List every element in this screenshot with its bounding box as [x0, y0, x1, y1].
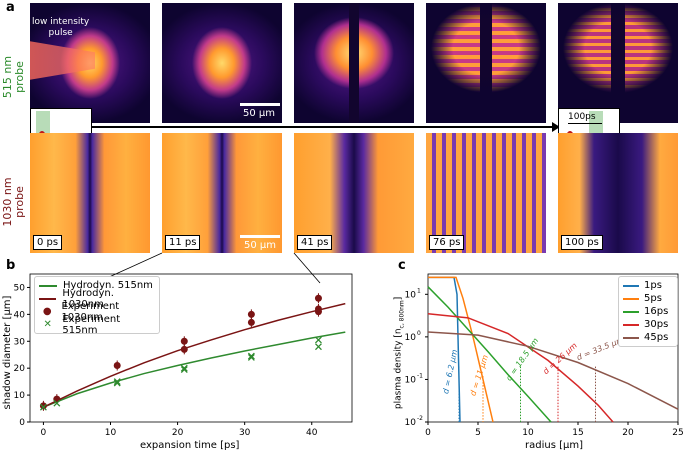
- diameter-annotation: d = 6.2 µm: [441, 349, 459, 395]
- frame-time-1: 11 ps: [165, 235, 201, 250]
- y-tick-exponent: 1: [417, 287, 421, 294]
- panel-b-xlabel: expansion time [ps]: [140, 440, 240, 451]
- timing-arrow-head: [552, 122, 560, 132]
- panel-b-legend: Hydrodyn. 515nm Hydrodyn. 1030nm ● Experi…: [34, 276, 160, 336]
- y-tick-label: 30: [14, 337, 26, 347]
- series-line: [43, 302, 346, 408]
- shadow-diameter-chart: 0 10 20 30 40 0 10 20 30 40 50: [14, 273, 353, 438]
- scale-bar-bottom-bar: [240, 235, 280, 238]
- timing-delay-label: 100ps: [568, 112, 596, 122]
- legend-30ps: 30ps: [619, 318, 677, 331]
- data-point-1030: [247, 310, 255, 318]
- data-point-1030: [180, 337, 188, 345]
- legend-1ps: 1ps: [619, 279, 677, 292]
- plot-frame: [427, 273, 679, 423]
- pulse-label-line2: pulse: [48, 28, 73, 38]
- data-point-515: [314, 343, 322, 351]
- series-line: [43, 331, 346, 408]
- frame-1030-11ps: 11 ps: [162, 133, 282, 253]
- diameter-annotation: d = 11 µm: [468, 354, 490, 397]
- pulse-label-line1: low intensity: [32, 17, 90, 27]
- panel-c-ylabel: plasma density [nc, 800nm]: [393, 296, 406, 410]
- legend-45ps: 45ps: [619, 331, 677, 344]
- y-tick-label: 50: [14, 283, 26, 293]
- series-line-16ps: [427, 286, 552, 423]
- legend-16ps: 16ps: [619, 305, 677, 318]
- panel-c-xlabel: radius [µm]: [525, 440, 583, 451]
- y-tick-label: 10: [14, 391, 26, 401]
- data-point-1030: [247, 318, 255, 326]
- x-tick-label: 15: [572, 428, 583, 438]
- x-tick-label: 0: [41, 428, 47, 438]
- frame-515-0ps: low intensity pulse: [30, 3, 150, 123]
- legend-hydro-1030: Hydrodyn. 1030nm: [35, 288, 159, 310]
- y-tick-label: 0: [19, 418, 25, 428]
- panel-b-ylabel: shadow diameter [µm]: [2, 295, 13, 410]
- scale-bar-bottom-label: 50 µm: [244, 240, 277, 251]
- x-tick-label: 30: [239, 428, 251, 438]
- y-tick-exponent: -1: [417, 372, 423, 379]
- frame-time-0: 0 ps: [33, 235, 63, 250]
- data-point-515: [180, 364, 188, 372]
- series-line-30ps: [427, 312, 614, 423]
- panel-a-letter: a: [6, 0, 15, 15]
- scale-bar-top-label: 50 µm: [243, 108, 276, 119]
- panel-c-legend: 1ps 5ps 16ps 30ps 45ps: [618, 276, 678, 347]
- y-tick-label: 20: [14, 364, 26, 374]
- x-tick-label: 10: [105, 428, 117, 438]
- y-tick-exponent: -2: [417, 415, 423, 422]
- data-point-1030: [39, 402, 47, 410]
- x-tick-label: 25: [672, 428, 683, 438]
- frame-time-4: 100 ps: [561, 235, 603, 250]
- x-tick-label: 0: [425, 428, 431, 438]
- legend-hydro-515: Hydrodyn. 515nm: [35, 279, 159, 292]
- data-point-1030: [314, 294, 322, 302]
- frame-515-41ps: [294, 3, 414, 123]
- frame-1030-0ps: 0 ps: [30, 133, 150, 253]
- y-tick-label: 10: [405, 333, 417, 343]
- legend-exp-515: ✕ Experiment 515nm: [43, 313, 121, 336]
- x-tick-label: 10: [522, 428, 534, 438]
- data-point-515: [113, 378, 121, 386]
- data-point-515: [247, 352, 255, 360]
- data-point-1030: [314, 308, 322, 316]
- data-point-515: [314, 336, 322, 344]
- scale-bar-top-bar: [240, 103, 280, 106]
- data-point-515: [113, 379, 121, 387]
- frame-time-2: 41 ps: [297, 235, 333, 250]
- frame-1030-76ps: 76 ps: [426, 133, 546, 253]
- data-point-1030: [180, 345, 188, 353]
- x-tick-label: 20: [622, 428, 634, 438]
- data-point-515: [53, 399, 61, 407]
- frame-515-76ps: [426, 3, 546, 123]
- x-tick-label: 40: [306, 428, 318, 438]
- y-tick-label: 10: [405, 290, 417, 300]
- legend-exp-1030: ● Experiment 1030nm: [42, 300, 120, 323]
- panel-c-letter: c: [398, 258, 406, 273]
- frame-time-3: 76 ps: [429, 235, 465, 250]
- frame-1030-100ps: 100 ps: [558, 133, 678, 253]
- x-tick-label: 5: [475, 428, 481, 438]
- series-line-45ps: [427, 331, 679, 410]
- plot-frame: [29, 273, 353, 423]
- data-point-1030: [113, 361, 121, 369]
- legend-5ps: 5ps: [619, 292, 677, 305]
- y-tick-exponent: 0: [417, 330, 421, 337]
- data-point-515: [247, 353, 255, 361]
- frame-515-100ps: [558, 3, 678, 123]
- y-tick-label: 10: [405, 418, 417, 428]
- frame-1030-41ps: 41 ps: [294, 133, 414, 253]
- data-point-515: [180, 366, 188, 373]
- data-point-515: [39, 403, 47, 411]
- y-tick-label: 40: [14, 310, 26, 320]
- y-tick-label: 10: [405, 375, 417, 385]
- x-tick-label: 20: [172, 428, 184, 438]
- timing-arrow: [92, 126, 554, 128]
- panel-b-letter: b: [6, 258, 16, 273]
- series-line-1ps: [428, 276, 461, 423]
